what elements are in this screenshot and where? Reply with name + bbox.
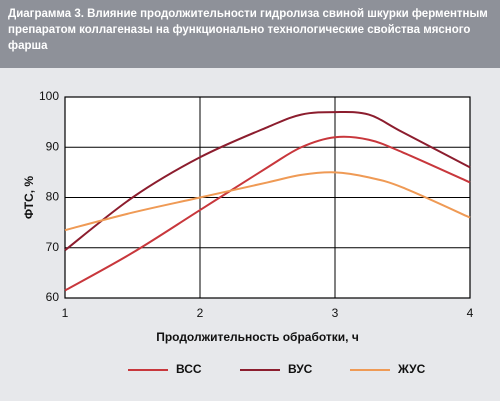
x-axis-label: Продолжительность обработки, ч [156,330,359,344]
y-tick-label: 90 [46,139,60,153]
legend-label: ВУС [288,362,313,376]
x-tick-label: 2 [197,306,204,320]
x-tick-label: 1 [62,306,69,320]
x-tick-label: 4 [467,306,474,320]
y-tick-label: 100 [39,89,59,103]
series-line [64,171,471,232]
y-tick-label: 60 [46,290,60,304]
plot-border [64,96,471,299]
chart-title: Диаграмма 3. Влияние продолжительности г… [0,0,500,68]
series-line [64,135,471,292]
x-tick-label: 3 [332,306,339,320]
legend-label: ВСС [176,362,202,376]
series-line [64,110,471,252]
legend-label: ЖУС [397,362,426,376]
y-axis-label: ФТС, % [22,176,36,219]
y-tick-label: 70 [46,240,60,254]
y-tick-label: 80 [46,190,60,204]
